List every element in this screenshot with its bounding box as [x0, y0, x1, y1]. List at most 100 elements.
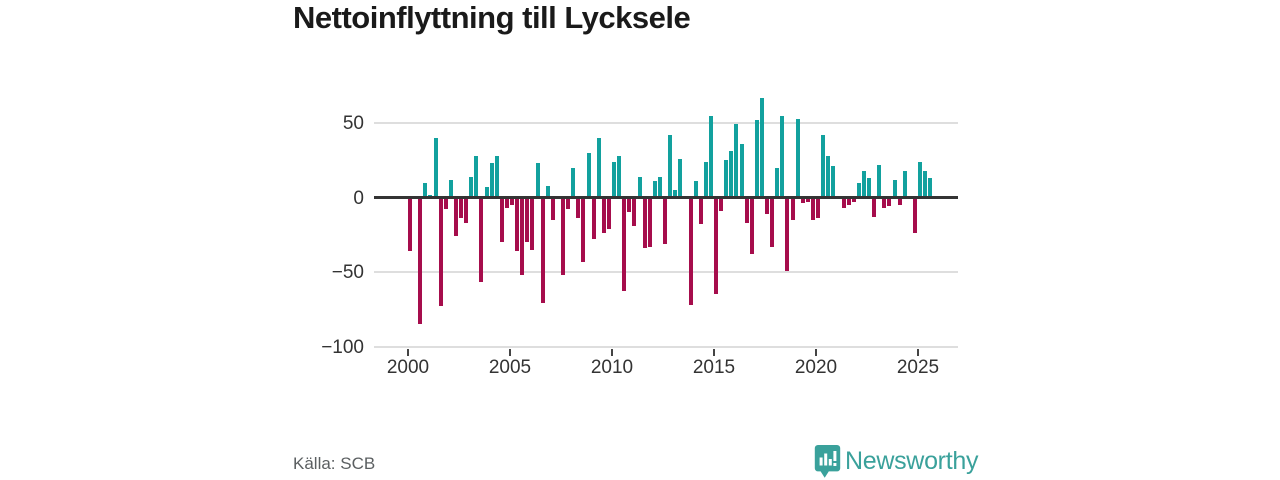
x-axis-tick [815, 349, 817, 356]
y-axis-label: −100 [321, 336, 364, 358]
bar [606, 197, 611, 229]
source-note: Källa: SCB [293, 454, 376, 473]
bar [561, 197, 565, 275]
bar [673, 190, 678, 198]
x-axis-tick [509, 349, 511, 356]
bar [882, 197, 887, 208]
bar [693, 181, 698, 198]
x-axis-tick [713, 349, 715, 356]
bar [596, 137, 601, 198]
bar [663, 197, 667, 244]
bar [912, 197, 917, 234]
bar [739, 143, 744, 198]
bar [652, 181, 657, 198]
bar [627, 197, 632, 213]
bar [494, 155, 499, 198]
bar [841, 197, 846, 208]
bar [622, 197, 627, 292]
bar [826, 155, 831, 198]
bar [780, 115, 785, 198]
bar [586, 152, 591, 198]
bar [576, 197, 581, 219]
bar [678, 158, 683, 198]
bar [923, 170, 928, 198]
bar [540, 197, 545, 304]
bar [816, 197, 820, 219]
bar [530, 197, 535, 250]
bar [821, 134, 826, 198]
bar [872, 197, 877, 217]
logo-pin-shape [814, 445, 841, 478]
bar [408, 197, 412, 252]
bar [657, 176, 662, 198]
bar [861, 170, 866, 198]
bar [831, 166, 836, 198]
bar [892, 179, 897, 198]
bar [469, 176, 474, 198]
bar [775, 167, 780, 198]
bar [453, 197, 458, 237]
bar [525, 197, 530, 243]
bar [520, 197, 525, 275]
gridline-y50 [374, 122, 958, 124]
bar [479, 197, 484, 283]
bar [550, 197, 555, 220]
bar [902, 170, 907, 198]
bar [484, 187, 489, 198]
bar [744, 197, 749, 223]
bar [765, 197, 769, 214]
bar [719, 197, 724, 211]
bar [443, 197, 448, 210]
x-axis-label: 2000 [386, 357, 430, 378]
bar [448, 179, 453, 198]
bar [459, 197, 463, 219]
bar [749, 197, 754, 255]
newsworthy-brand-name: Newsworthy [845, 447, 979, 475]
bar [928, 178, 933, 198]
bar [423, 182, 428, 198]
x-axis-label: 2020 [794, 357, 838, 378]
gridline-y-50 [374, 271, 958, 273]
bar [887, 197, 892, 207]
bar [754, 120, 759, 198]
bar [785, 197, 790, 271]
bar [918, 161, 922, 198]
y-axis-label: −50 [331, 262, 364, 283]
bar [770, 197, 775, 247]
bar [632, 197, 637, 226]
bar [867, 178, 871, 198]
bar [637, 176, 642, 198]
bar [724, 160, 729, 198]
bar [601, 197, 606, 234]
bar [510, 197, 514, 205]
bar [703, 161, 708, 198]
x-axis-label: 2015 [692, 357, 736, 378]
bar [464, 197, 469, 223]
bar [489, 163, 494, 198]
bar [545, 185, 550, 198]
bar [581, 197, 586, 262]
bar [647, 197, 652, 247]
x-axis-label: 2025 [896, 357, 940, 378]
bar [759, 97, 764, 198]
bar [418, 197, 423, 325]
bar [856, 182, 861, 198]
bar [433, 137, 438, 198]
bar [897, 197, 902, 205]
bar [877, 164, 882, 198]
bar [846, 197, 851, 205]
bar [504, 197, 509, 208]
bar [714, 197, 718, 295]
bar [688, 197, 693, 305]
bar [438, 197, 443, 307]
bar [571, 167, 576, 198]
bar [617, 155, 622, 198]
bar [698, 197, 703, 225]
gridline-y-100 [374, 345, 958, 348]
bar [734, 124, 739, 198]
bar [499, 197, 504, 243]
bar [729, 151, 734, 198]
bar [800, 197, 805, 204]
bar [474, 155, 479, 198]
